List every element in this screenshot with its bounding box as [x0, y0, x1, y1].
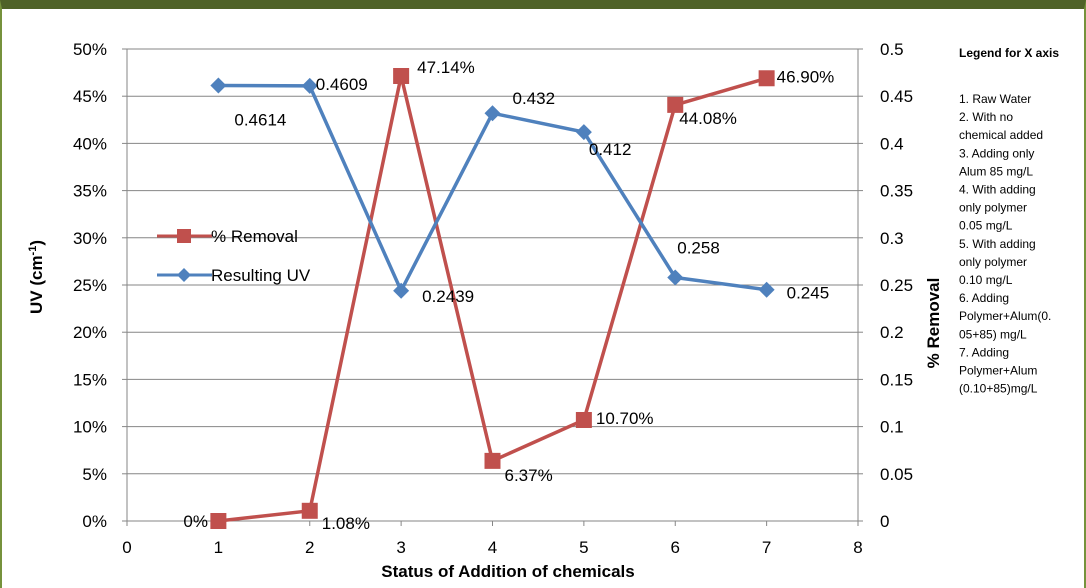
x-axis-legend-title: Legend for X axis [959, 46, 1059, 60]
x-tick-label: 0 [122, 538, 131, 557]
x-axis-legend-line: 1. Raw Water [959, 92, 1031, 106]
y-tick-label-left: 35% [73, 182, 107, 201]
x-axis-legend-line: (0.10+85)mg/L [959, 382, 1038, 396]
uv-point [210, 77, 227, 94]
x-axis-legend-lines: 1. Raw Water 2. With no chemical added 3. A… [959, 92, 1051, 396]
x-tick-label: 1 [214, 538, 223, 557]
x-tick-label: 7 [762, 538, 771, 557]
x-axis-legend-box: Legend for X axis 1. Raw Water 2. With no… [959, 46, 1059, 396]
y-tick-label-right: 0.15 [880, 370, 913, 389]
x-axis-legend-line: 3. Adding only [959, 146, 1034, 160]
x-axis-legend-line: 6. Adding [959, 291, 1009, 305]
left-y-tick-labels: 0% 5% 10% 15% 20% 25% 30% 35% 40% 45% 50% [73, 40, 107, 531]
removal-point [301, 502, 318, 519]
uv-data-label: 0.412 [589, 140, 632, 159]
x-axis-title: Status of Addition of chemicals [381, 562, 634, 581]
axes [122, 48, 863, 526]
x-tick-labels: 0 1 2 3 4 5 6 7 8 [122, 538, 862, 557]
legend-removal-label: % Removal [211, 227, 298, 246]
x-axis-legend-line: chemical added [959, 128, 1043, 142]
x-tick-label: 6 [671, 538, 680, 557]
removal-point [667, 96, 684, 113]
uv-point [393, 282, 410, 299]
data-labels: 0% 1.08% 47.14% 6.37% 10.70% 44.08% 46.90% 0.46… [183, 58, 834, 533]
y-tick-label-right: 0 [880, 512, 889, 531]
y-tick-label-left: 5% [82, 465, 107, 484]
x-axis-legend-line: Polymer+Alum [959, 364, 1037, 378]
removal-data-label: 47.14% [417, 58, 475, 77]
right-y-axis-title: % Removal [924, 278, 943, 369]
uv-data-label: 0.4609 [316, 75, 368, 94]
removal-point [393, 67, 410, 84]
left-y-axis-title-close: ) [27, 240, 46, 246]
y-tick-label-left: 50% [73, 40, 107, 59]
legend-removal-marker [177, 229, 191, 243]
y-tick-label-right: 0.3 [880, 229, 904, 248]
x-tick-label: 2 [305, 538, 314, 557]
removal-data-label: 44.08% [679, 109, 737, 128]
x-tick-label: 5 [579, 538, 588, 557]
uv-data-label: 0.2439 [422, 287, 474, 306]
x-axis-legend-line: 0.05 mg/L [959, 219, 1013, 233]
grid-lines [127, 48, 858, 522]
removal-data-label: 10.70% [596, 409, 654, 428]
removal-point [758, 70, 775, 87]
uv-point [667, 269, 684, 286]
legend: % Removal Resulting UV [157, 227, 311, 285]
x-axis-legend-line: Alum 85 mg/L [959, 164, 1033, 178]
y-tick-label-right: 0.45 [880, 87, 913, 106]
x-axis-legend-line: 7. Adding [959, 345, 1009, 359]
y-tick-label-left: 15% [73, 370, 107, 389]
x-axis-legend-line: only polymer [959, 255, 1027, 269]
uv-point [758, 281, 775, 298]
y-tick-label-left: 45% [73, 87, 107, 106]
removal-data-label: 0% [183, 512, 208, 531]
y-tick-label-right: 0.1 [880, 418, 904, 437]
x-axis-legend-line: 05+85) mg/L [959, 327, 1027, 341]
y-tick-label-right: 0.35 [880, 182, 913, 201]
y-tick-label-right: 0.4 [880, 134, 904, 153]
left-y-axis-title: UV (cm-1) [27, 240, 46, 314]
uv-point [301, 77, 318, 94]
series-markers [210, 67, 775, 529]
uv-data-label: 0.432 [513, 89, 556, 108]
removal-point [575, 411, 592, 428]
legend-uv-marker [177, 268, 191, 282]
y-tick-label-right: 0.05 [880, 465, 913, 484]
y-tick-label-left: 10% [73, 418, 107, 437]
y-tick-label-left: 0% [82, 512, 107, 531]
removal-data-label: 1.08% [322, 514, 370, 533]
y-tick-label-left: 30% [73, 229, 107, 248]
uv-point [484, 105, 501, 122]
y-tick-label-left: 25% [73, 276, 107, 295]
y-tick-label-left: 20% [73, 323, 107, 342]
y-tick-label-right: 0.25 [880, 276, 913, 295]
line-chart: 0 1 2 3 4 5 6 7 8 0% 5% 10% 15% 20% 25% 30% 35% 40% 45% 50… [27, 40, 1059, 581]
removal-data-label: 6.37% [505, 466, 553, 485]
legend-uv-label: Resulting UV [211, 266, 311, 285]
x-tick-label: 3 [396, 538, 405, 557]
x-axis-legend-line: 2. With no [959, 110, 1013, 124]
right-y-tick-labels: 0 0.05 0.1 0.15 0.2 0.25 0.3 0.35 0.4 0.45 0.5 [880, 40, 913, 531]
uv-data-label: 0.4614 [234, 110, 286, 129]
y-tick-label-right: 0.2 [880, 323, 904, 342]
x-axis-legend-line: 0.10 mg/L [959, 273, 1013, 287]
left-y-axis-title-sup: -1 [27, 246, 39, 256]
x-axis-legend-line: only polymer [959, 201, 1027, 215]
y-tick-label-left: 40% [73, 134, 107, 153]
uv-data-label: 0.258 [677, 238, 720, 257]
x-tick-label: 4 [488, 538, 497, 557]
uv-data-label: 0.245 [787, 284, 830, 303]
removal-point [484, 452, 501, 469]
x-tick-label: 8 [853, 538, 862, 557]
removal-point [210, 513, 227, 529]
left-y-axis-title-text: UV (cm [27, 255, 46, 314]
x-axis-legend-line: Polymer+Alum(0. [959, 309, 1051, 323]
removal-data-label: 46.90% [777, 67, 835, 86]
y-tick-label-right: 0.5 [880, 40, 904, 59]
x-axis-legend-line: 4. With adding [959, 183, 1036, 197]
x-axis-legend-line: 5. With adding [959, 237, 1036, 251]
uv-point [575, 124, 592, 141]
